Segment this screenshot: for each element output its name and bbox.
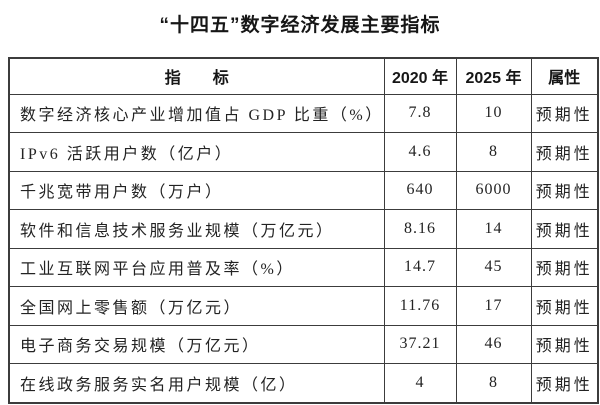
col-header-indicator: 指 标 <box>8 57 385 95</box>
header-row: 指 标 2020 年 2025 年 属性 <box>8 57 599 95</box>
value-2020-cell: 4 <box>383 363 457 404</box>
indicator-cell: 数字经济核心产业增加值占 GDP 比重（%） <box>8 93 385 134</box>
value-2025-cell: 14 <box>455 209 532 249</box>
value-2025-cell: 45 <box>455 247 532 288</box>
attribute-cell: 预期性 <box>530 93 599 134</box>
indicator-cell: 软件和信息技术服务业规模（万亿元） <box>8 209 385 249</box>
value-2020-cell: 7.8 <box>383 93 457 134</box>
indicators-table: 指 标 2020 年 2025 年 属性 数字经济核心产业增加值占 GDP 比重… <box>8 57 599 404</box>
col-header-attribute: 属性 <box>530 57 599 95</box>
table-row: 工业互联网平台应用普及率（%） 14.7 45 预期性 <box>8 247 599 288</box>
indicator-cell: 全国网上零售额（万亿元） <box>8 286 385 326</box>
indicator-cell: 工业互联网平台应用普及率（%） <box>8 247 385 288</box>
value-2025-cell: 6000 <box>455 170 532 211</box>
indicator-cell: IPv6 活跃用户数（亿户） <box>8 132 385 172</box>
table-row: 软件和信息技术服务业规模（万亿元） 8.16 14 预期性 <box>8 209 599 249</box>
value-2020-cell: 4.6 <box>383 132 457 172</box>
value-2025-cell: 8 <box>455 363 532 404</box>
value-2025-cell: 17 <box>455 286 532 326</box>
attribute-cell: 预期性 <box>530 209 599 249</box>
attribute-cell: 预期性 <box>530 170 599 211</box>
attribute-cell: 预期性 <box>530 363 599 404</box>
col-header-2025: 2025 年 <box>455 57 532 95</box>
attribute-cell: 预期性 <box>530 286 599 326</box>
col-header-2020: 2020 年 <box>383 57 457 95</box>
value-2020-cell: 640 <box>383 170 457 211</box>
table-row: IPv6 活跃用户数（亿户） 4.6 8 预期性 <box>8 132 599 172</box>
value-2025-cell: 46 <box>455 324 532 365</box>
value-2025-cell: 8 <box>455 132 532 172</box>
indicator-cell: 在线政务服务实名用户规模（亿） <box>8 363 385 404</box>
attribute-cell: 预期性 <box>530 324 599 365</box>
page-title: “十四五”数字经济发展主要指标 <box>159 15 441 36</box>
value-2020-cell: 37.21 <box>383 324 457 365</box>
attribute-cell: 预期性 <box>530 247 599 288</box>
value-2020-cell: 11.76 <box>383 286 457 326</box>
value-2020-cell: 14.7 <box>383 247 457 288</box>
table-row: 数字经济核心产业增加值占 GDP 比重（%） 7.8 10 预期性 <box>8 93 599 134</box>
value-2025-cell: 10 <box>455 93 532 134</box>
attribute-cell: 预期性 <box>530 132 599 172</box>
table-row: 电子商务交易规模（万亿元） 37.21 46 预期性 <box>8 324 599 365</box>
table-row: 全国网上零售额（万亿元） 11.76 17 预期性 <box>8 286 599 326</box>
indicator-cell: 千兆宽带用户数（万户） <box>8 170 385 211</box>
value-2020-cell: 8.16 <box>383 209 457 249</box>
indicator-cell: 电子商务交易规模（万亿元） <box>8 324 385 365</box>
table-row: 在线政务服务实名用户规模（亿） 4 8 预期性 <box>8 363 599 404</box>
table-row: 千兆宽带用户数（万户） 640 6000 预期性 <box>8 170 599 211</box>
